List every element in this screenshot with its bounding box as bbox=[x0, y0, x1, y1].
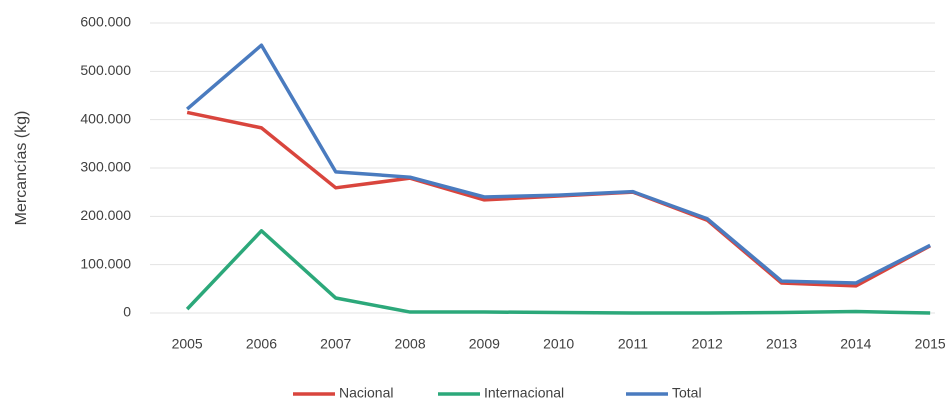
x-tick-label: 2006 bbox=[246, 336, 277, 352]
x-tick-label: 2005 bbox=[172, 336, 203, 352]
y-tick-label: 500.000 bbox=[80, 62, 131, 78]
y-tick-label: 600.000 bbox=[80, 14, 131, 30]
y-tick-label: 400.000 bbox=[80, 110, 131, 126]
legend-label: Total bbox=[672, 385, 702, 401]
x-tick-label: 2014 bbox=[840, 336, 871, 352]
legend-label: Internacional bbox=[484, 385, 564, 401]
x-tick-label: 2015 bbox=[915, 336, 946, 352]
x-tick-label: 2007 bbox=[320, 336, 351, 352]
x-tick-label: 2009 bbox=[469, 336, 500, 352]
y-tick-label: 100.000 bbox=[80, 255, 131, 271]
x-tick-label: 2012 bbox=[692, 336, 723, 352]
legend-label: Nacional bbox=[339, 385, 393, 401]
y-axis-label: Mercancías (kg) bbox=[13, 111, 30, 226]
data-line bbox=[186, 43, 931, 285]
y-tick-label: 0 bbox=[123, 304, 131, 320]
x-tick-label: 2011 bbox=[618, 336, 648, 352]
x-tick-label: 2008 bbox=[394, 336, 425, 352]
y-tick-label: 300.000 bbox=[80, 159, 131, 175]
x-tick-label: 2013 bbox=[766, 336, 797, 352]
data-line bbox=[186, 110, 931, 288]
y-tick-label: 200.000 bbox=[80, 207, 131, 223]
x-tick-label: 2010 bbox=[543, 336, 574, 352]
data-line bbox=[185, 229, 931, 315]
